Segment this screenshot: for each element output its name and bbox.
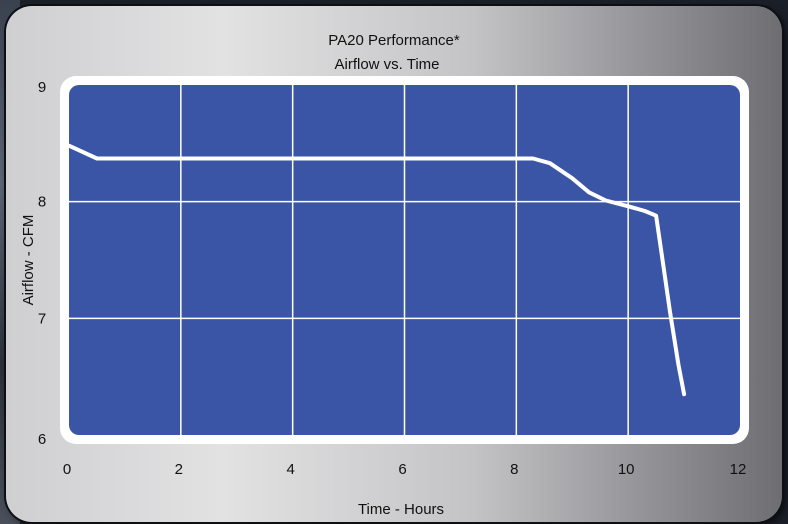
y-tick-label-8: 8 bbox=[38, 194, 46, 211]
y-tick-label-6: 6 bbox=[38, 431, 46, 448]
x-tick-label-8: 8 bbox=[510, 461, 518, 478]
x-tick-label-12: 12 bbox=[730, 461, 747, 478]
x-tick-label-10: 10 bbox=[618, 461, 635, 478]
series-line bbox=[67, 143, 687, 397]
x-tick-label-4: 4 bbox=[286, 461, 294, 478]
x-tick-label-0: 0 bbox=[63, 461, 71, 478]
y-axis-ticks: 6 7 8 9 bbox=[38, 79, 46, 448]
grid-lines bbox=[69, 85, 740, 435]
x-axis-ticks: 0 2 4 6 8 10 12 bbox=[63, 461, 747, 478]
x-tick-label-6: 6 bbox=[398, 461, 406, 478]
y-tick-label-7: 7 bbox=[38, 310, 46, 327]
y-axis-label: Airflow - CFM bbox=[20, 215, 37, 306]
chart-subtitle: Airflow vs. Time bbox=[334, 56, 439, 73]
y-tick-label-9: 9 bbox=[38, 79, 46, 96]
x-tick-label-2: 2 bbox=[175, 461, 183, 478]
x-axis-label: Time - Hours bbox=[358, 501, 444, 518]
chart-title: PA20 Performance* bbox=[328, 32, 460, 49]
